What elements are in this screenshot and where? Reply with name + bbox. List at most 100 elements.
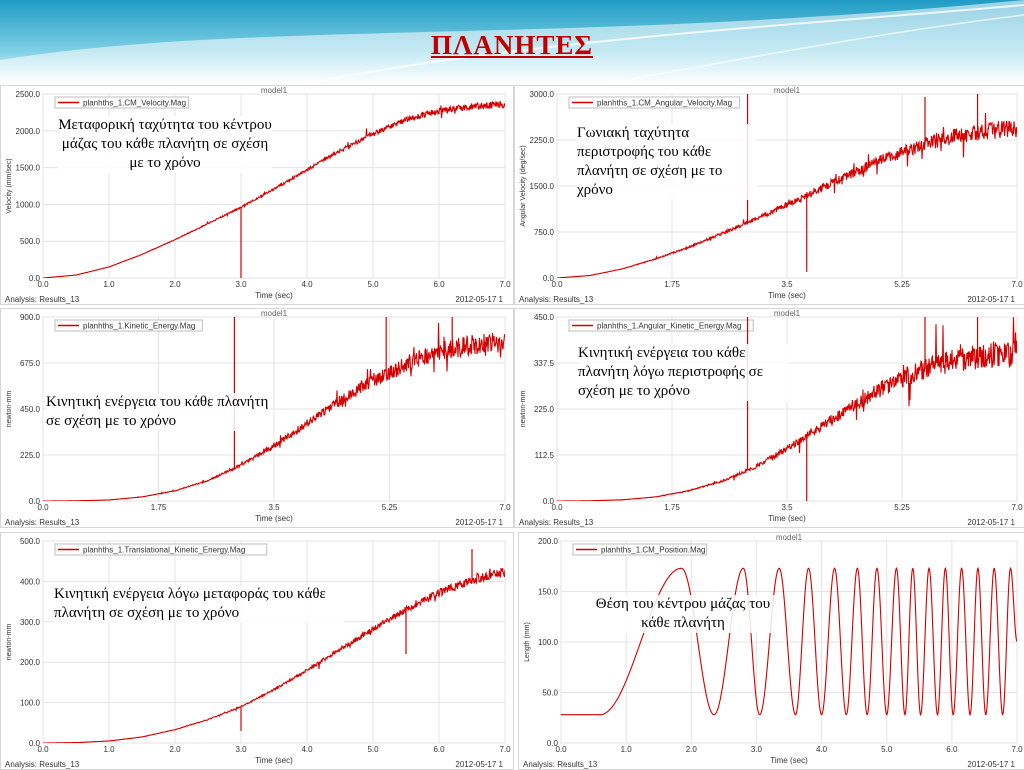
y-tick-label: 450.0 <box>20 405 41 414</box>
legend-label: planhths_1.CM_Angular_Velocity.Mag <box>597 99 732 108</box>
date-label: 2012-05-17 1 <box>455 760 503 769</box>
x-tick-label: 5.25 <box>894 280 910 289</box>
y-tick-label: 0.0 <box>29 274 41 283</box>
legend: planhths_1.Angular_Kinetic_Energy.Mag <box>568 319 754 332</box>
y-tick-label: 200.0 <box>538 537 559 546</box>
x-tick-label: 4.0 <box>301 745 313 754</box>
y-axis-label: Velocity (mm/sec) <box>6 158 13 213</box>
annotation-angular-velocity: Γωνιακή ταχύτητα περιστροφής του κάθε πλ… <box>577 124 757 200</box>
chart-svg-c5: 0.0 1.0 2.0 3.0 4.0 5.0 6.0 7.0 0.0 100.0 200.0 300… <box>5 537 511 769</box>
analysis-label: Analysis: Results_13 <box>5 518 80 527</box>
slide-title: ΠΛΑΝΗΤΕΣ <box>430 30 594 60</box>
annotation-translational-kinetic-energy: Κινητική ενέργεια λόγω μεταφοράς του κάθ… <box>54 585 344 623</box>
x-tick-label: 1.75 <box>664 503 680 512</box>
y-axis-label: newton-mm <box>520 391 527 428</box>
x-tick-label: 3.5 <box>781 503 793 512</box>
date-label: 2012-05-17 1 <box>967 295 1015 304</box>
x-axis-label: Time (sec) <box>255 514 293 523</box>
series-line <box>557 112 1017 278</box>
x-tick-label: 7.0 <box>499 745 511 754</box>
date-label: 2012-05-17 1 <box>455 518 503 527</box>
y-tick-label: 0.0 <box>29 497 41 506</box>
y-tick-label: 1500.0 <box>530 182 555 191</box>
x-tick-label: 0.0 <box>551 280 563 289</box>
y-tick-label: 100.0 <box>20 699 41 708</box>
x-tick-label: 5.25 <box>382 503 398 512</box>
y-tick-label: 337.5 <box>534 359 555 368</box>
x-axis-label: Time (sec) <box>768 291 806 300</box>
y-tick-label: 500.0 <box>20 237 41 246</box>
legend: planhths_1.CM_Position.Mag <box>572 543 708 556</box>
y-tick-label: 1500.0 <box>16 164 41 173</box>
header-background <box>0 0 1024 85</box>
x-tick-label: 5.25 <box>894 503 910 512</box>
x-tick-label: 2.0 <box>169 745 181 754</box>
y-axis-label: Angular Velocity (deg/sec) <box>520 145 527 226</box>
x-tick-label: 5.0 <box>367 745 379 754</box>
x-tick-label: 0.0 <box>37 503 49 512</box>
x-tick-label: 1.0 <box>103 280 115 289</box>
y-tick-label: 112.5 <box>535 451 555 460</box>
chart-panel-position: model1 0.0 1.0 2.0 3.0 4.0 5.0 6.0 7.0 0.0 50.0 100… <box>518 532 1024 770</box>
x-tick-label: 2.0 <box>686 745 698 754</box>
legend: planhths_1.CM_Angular_Velocity.Mag <box>568 96 740 109</box>
analysis-label: Analysis: Results_13 <box>5 760 80 769</box>
model-label: model1 <box>776 533 803 542</box>
y-axis-label: Length (mm) <box>524 622 531 662</box>
legend: planhths_1.Kinetic_Energy.Mag <box>54 319 203 332</box>
x-tick-label: 2.0 <box>169 280 181 289</box>
x-axis-label: Time (sec) <box>255 756 293 765</box>
model-label: model1 <box>261 86 288 95</box>
x-tick-label: 4.0 <box>301 280 313 289</box>
y-tick-label: 3000.0 <box>530 90 555 99</box>
x-tick-label: 1.75 <box>664 280 680 289</box>
x-tick-label: 7.0 <box>1011 503 1023 512</box>
analysis-label: Analysis: Results_13 <box>519 295 594 304</box>
y-tick-label: 150.0 <box>538 588 559 597</box>
y-tick-label: 1000.0 <box>16 200 41 209</box>
legend-label: planhths_1.Translational_Kinetic_Energy.… <box>83 546 245 555</box>
chart-panel-translational-kinetic-energy: 0.0 1.0 2.0 3.0 4.0 5.0 6.0 7.0 0.0 100.0 200.0 300… <box>0 532 514 770</box>
x-axis-label: Time (sec) <box>770 756 808 765</box>
date-label: 2012-05-17 1 <box>967 518 1015 527</box>
plot-area <box>42 540 506 744</box>
x-tick-label: 7.0 <box>499 280 511 289</box>
chart-panel-angular-kinetic-energy: model1 0.0 1.75 3.5 5.25 7.0 0.0 112.5 225.0 337.… <box>514 308 1024 528</box>
y-tick-label: 300.0 <box>20 618 41 627</box>
analysis-label: Analysis: Results_13 <box>5 295 80 304</box>
annotation-position: Θέση του κέντρου μάζας του κάθε πλανήτη <box>588 595 778 633</box>
x-tick-label: 3.0 <box>751 745 763 754</box>
model-label: model1 <box>774 309 801 318</box>
y-tick-label: 2250.0 <box>530 136 555 145</box>
x-tick-label: 6.0 <box>946 745 958 754</box>
y-tick-label: 2500.0 <box>16 90 41 99</box>
x-tick-label: 0.0 <box>555 745 567 754</box>
chart-svg-c4: model1 0.0 1.75 3.5 5.25 7.0 0.0 112.5 225.0 337.… <box>519 309 1023 527</box>
legend: planhths_1.CM_Velocity.Mag <box>54 96 190 109</box>
x-tick-label: 3.0 <box>235 745 247 754</box>
chart-svg-c6: model1 0.0 1.0 2.0 3.0 4.0 5.0 6.0 7.0 0.0 50.0 100… <box>523 533 1023 769</box>
series-line <box>43 568 505 743</box>
analysis-label: Analysis: Results_13 <box>519 518 594 527</box>
y-tick-label: 400.0 <box>20 577 41 586</box>
date-label: 2012-05-17 1 <box>967 760 1015 769</box>
legend-label: planhths_1.CM_Velocity.Mag <box>83 99 186 108</box>
y-tick-label: 225.0 <box>534 405 555 414</box>
annotation-angular-kinetic-energy: Κινητική ενέργεια του κάθε πλανήτη λόγω … <box>578 344 788 401</box>
x-tick-label: 7.0 <box>1011 280 1023 289</box>
model-label: model1 <box>774 86 801 95</box>
x-tick-label: 7.0 <box>1011 745 1023 754</box>
y-tick-label: 675.0 <box>20 359 41 368</box>
x-tick-label: 5.0 <box>367 280 379 289</box>
series-line <box>43 322 505 501</box>
x-tick-label: 4.0 <box>816 745 828 754</box>
analysis-label: Analysis: Results_13 <box>523 760 598 769</box>
y-tick-label: 0.0 <box>547 739 559 748</box>
legend-label: planhths_1.Angular_Kinetic_Energy.Mag <box>597 322 741 331</box>
x-tick-label: 7.0 <box>499 503 511 512</box>
x-tick-label: 0.0 <box>37 745 49 754</box>
x-tick-label: 1.75 <box>151 503 167 512</box>
y-axis-label: newton-mm <box>6 624 13 661</box>
x-tick-label: 6.0 <box>433 280 445 289</box>
y-tick-label: 750.0 <box>534 228 555 237</box>
